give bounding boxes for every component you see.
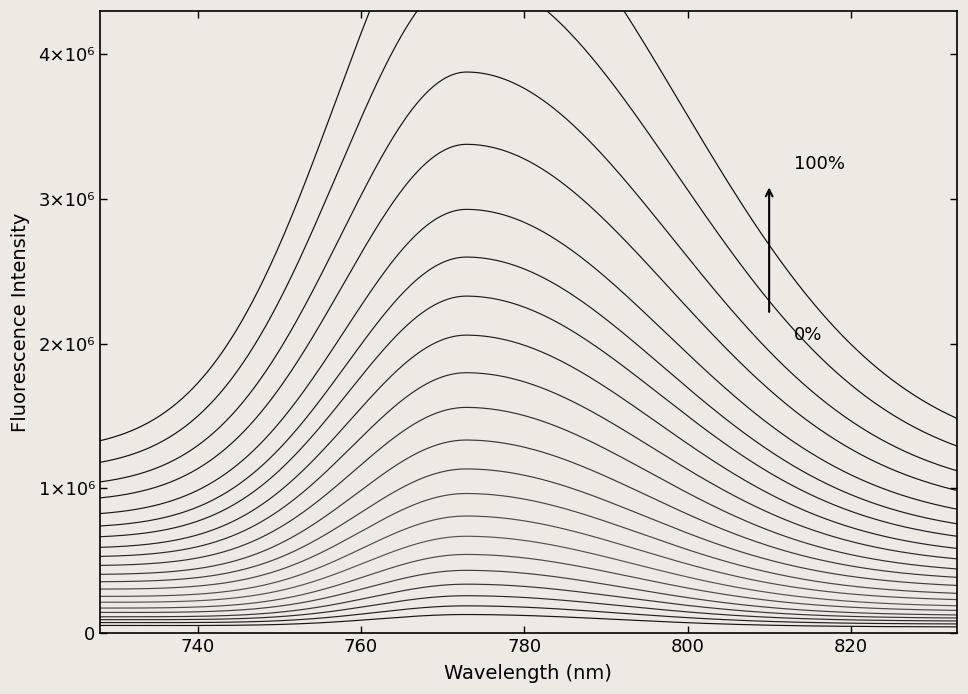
Text: 100%: 100% <box>794 155 845 173</box>
Y-axis label: Fluorescence Intensity: Fluorescence Intensity <box>11 212 30 432</box>
X-axis label: Wavelength (nm): Wavelength (nm) <box>444 664 613 683</box>
Text: 0%: 0% <box>794 326 822 344</box>
